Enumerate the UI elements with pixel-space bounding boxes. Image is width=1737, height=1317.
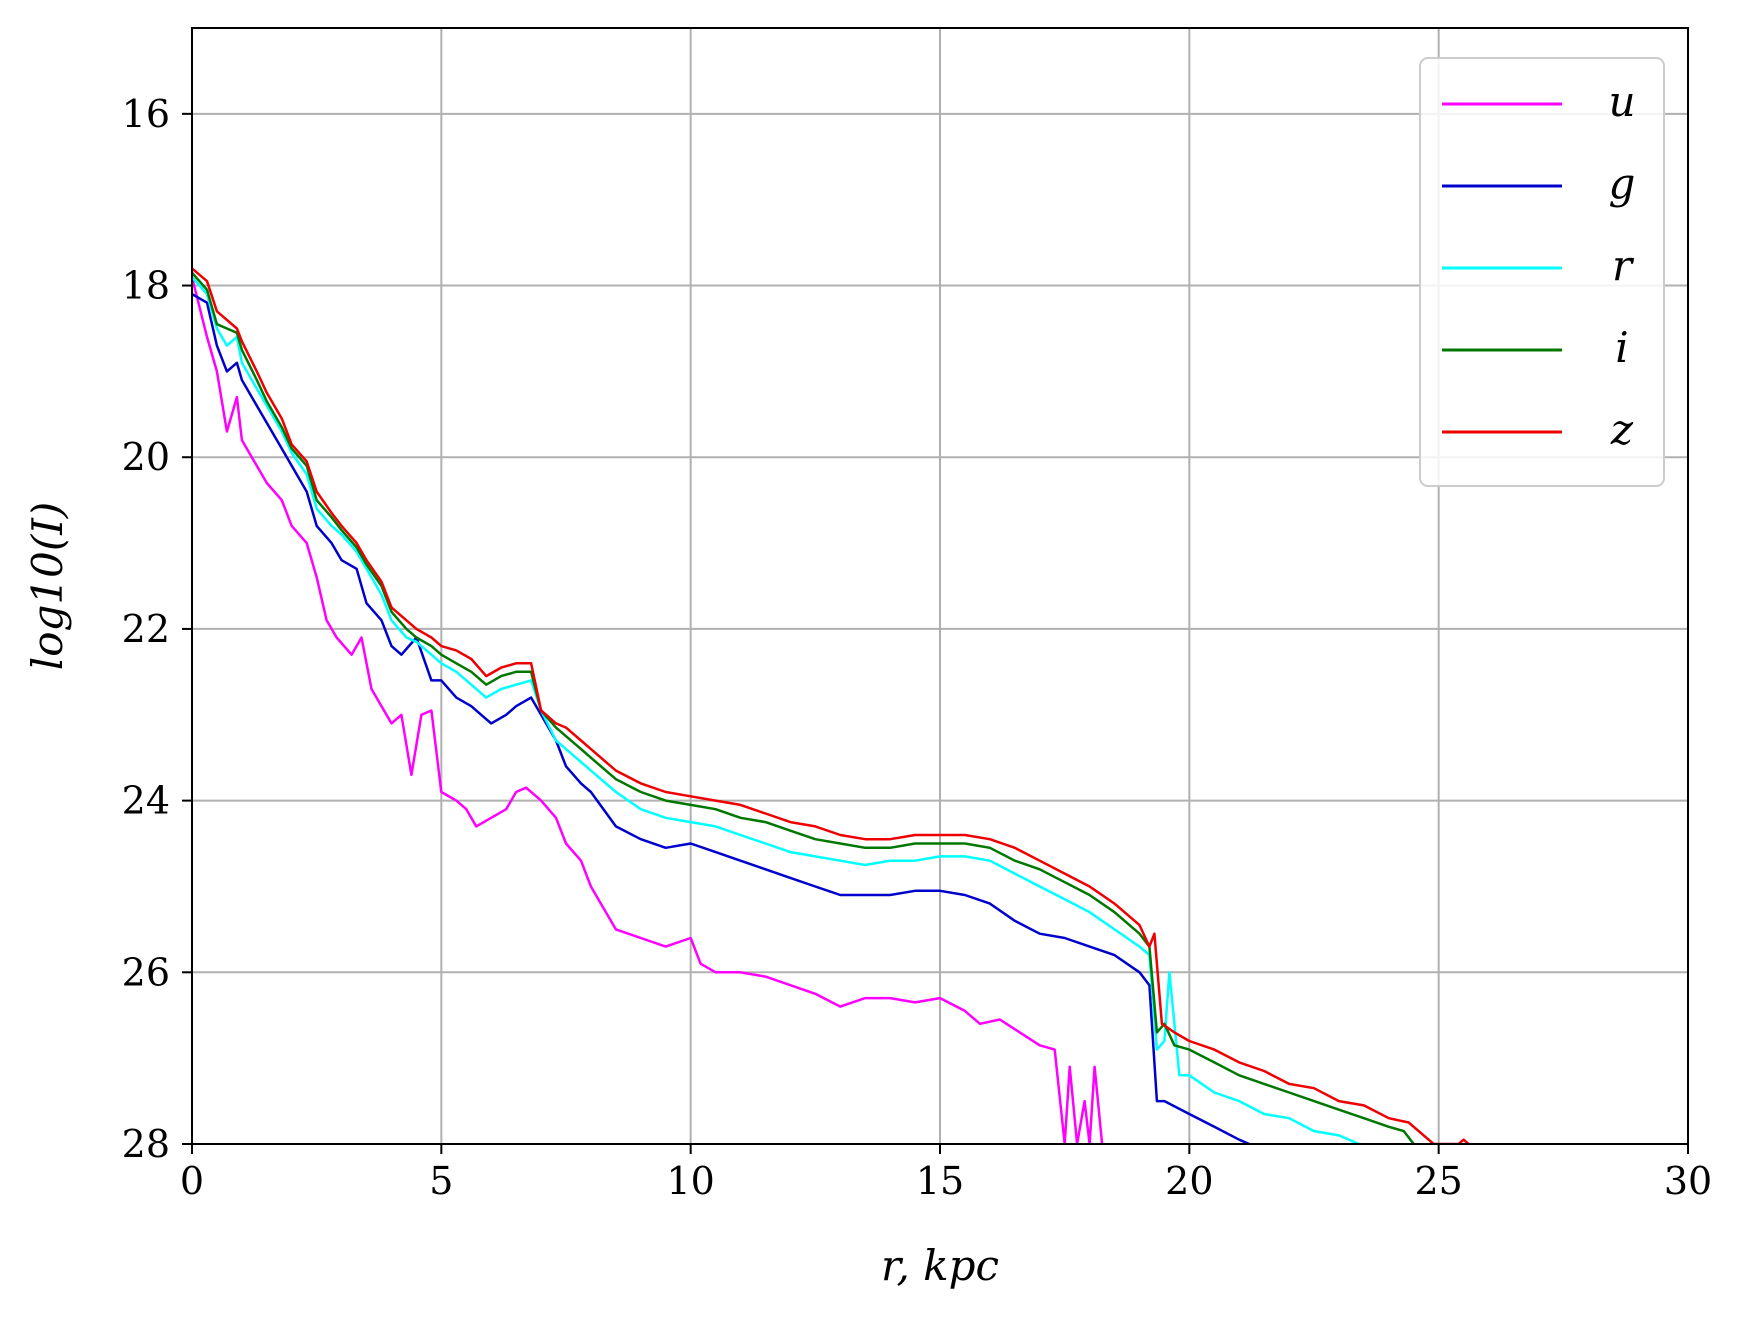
x-tick-label: 30 xyxy=(1664,1159,1712,1203)
legend-label-u: u xyxy=(1608,77,1635,126)
x-tick-label: 5 xyxy=(429,1159,453,1203)
series-line-i xyxy=(192,271,1415,1144)
series-line-g xyxy=(192,293,1250,1144)
x-tick-label: 25 xyxy=(1414,1159,1462,1203)
axis-ticks xyxy=(182,112,1689,1154)
series-line-u xyxy=(192,276,1104,1144)
y-tick-label: 28 xyxy=(122,1122,170,1166)
y-tick-label: 18 xyxy=(122,264,170,308)
x-axis-label: r, kpc xyxy=(881,1241,999,1290)
series-lines xyxy=(192,267,1470,1144)
y-tick-label: 22 xyxy=(122,607,170,651)
x-tick-label: 15 xyxy=(916,1159,964,1203)
x-tick-label: 10 xyxy=(666,1159,714,1203)
legend-label-r: r xyxy=(1612,241,1635,290)
y-tick-label: 20 xyxy=(122,435,170,479)
legend-label-g: g xyxy=(1609,159,1636,208)
y-tick-label: 26 xyxy=(122,950,170,994)
y-axis-label: log10(I) xyxy=(23,502,72,670)
series-line-r xyxy=(192,276,1360,1144)
legend-label-z: z xyxy=(1610,405,1634,454)
legend-label-i: i xyxy=(1615,323,1628,372)
x-tick-label: 20 xyxy=(1165,1159,1213,1203)
y-tick-label: 24 xyxy=(122,779,170,823)
x-tick-label: 0 xyxy=(180,1159,204,1203)
y-tick-label: 16 xyxy=(122,92,170,136)
series-line-z xyxy=(192,267,1470,1144)
tick-labels: 0 5 10 15 20 25 30 16 18 20 22 24 26 28 xyxy=(122,92,1713,1203)
legend-box xyxy=(1419,57,1665,487)
